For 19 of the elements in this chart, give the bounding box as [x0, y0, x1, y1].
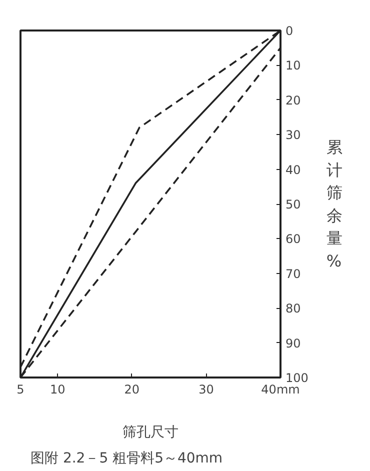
y-tick-label: 80	[286, 302, 301, 316]
y-tick-label: 50	[286, 198, 301, 212]
x-tick-label: 10	[50, 382, 66, 396]
y-tick-label: 0	[286, 24, 294, 38]
y-tick-label: 100	[286, 371, 308, 385]
y-tick-label: 60	[286, 232, 301, 246]
y-tick-label: 90	[286, 336, 301, 350]
y-tick-label: 20	[286, 93, 301, 108]
text: 图附 2.2－5 粗骨料5～40mm	[30, 450, 223, 466]
y-tick-label: 70	[286, 266, 301, 281]
x-tick-label: 30	[198, 382, 214, 396]
y-tick-label: 30	[286, 128, 301, 142]
y-tick-label: 40	[286, 162, 301, 177]
y-axis-title: 累计筛余量%	[326, 138, 342, 270]
x-tick-label: 5	[16, 382, 24, 396]
x-tick-label: 40mm	[261, 382, 300, 396]
y-tick-label: 10	[286, 58, 301, 73]
x-axis-title: 筛孔尺寸	[122, 424, 178, 440]
x-tick-label: 20	[124, 382, 140, 396]
